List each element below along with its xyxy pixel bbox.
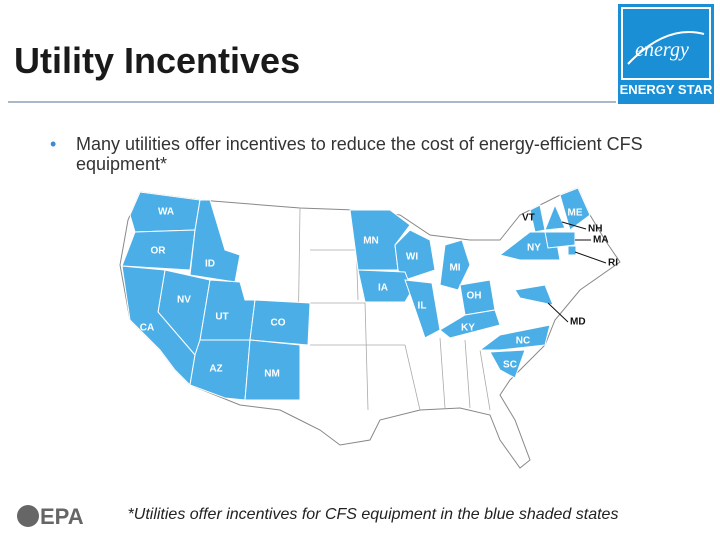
footnote: *Utilities offer incentives for CFS equi… bbox=[127, 506, 619, 523]
shaded-state bbox=[567, 245, 577, 256]
shaded-state bbox=[357, 269, 413, 303]
logo-script: energy bbox=[635, 39, 689, 61]
shaded-state bbox=[439, 309, 501, 339]
state-label: ID bbox=[205, 259, 215, 270]
title-rule bbox=[8, 101, 616, 103]
epa-text: EPA bbox=[40, 504, 84, 529]
state-label: KY bbox=[461, 323, 475, 334]
state-label: ME bbox=[568, 208, 583, 219]
state-label: NM bbox=[264, 369, 280, 380]
shaded-state bbox=[249, 299, 311, 346]
shaded-state bbox=[544, 231, 576, 249]
state-label: MI bbox=[449, 263, 460, 274]
shaded-state bbox=[514, 284, 554, 306]
shaded-state bbox=[498, 231, 561, 261]
state-label: SC bbox=[503, 360, 517, 371]
state-label: UT bbox=[215, 312, 228, 323]
state-label: MD bbox=[570, 317, 586, 328]
shaded-state bbox=[121, 229, 196, 271]
state-label: NY bbox=[527, 243, 541, 254]
shaded-state bbox=[559, 187, 591, 231]
state-label: CA bbox=[140, 323, 154, 334]
leader-line bbox=[574, 251, 607, 264]
slide-title: Utility Incentives bbox=[14, 40, 301, 81]
state-label: AZ bbox=[209, 364, 222, 375]
state-label: MA bbox=[593, 235, 609, 246]
state-label: NV bbox=[177, 295, 191, 306]
state-label: OR bbox=[151, 246, 167, 257]
state-label: NC bbox=[516, 336, 530, 347]
shaded-state bbox=[478, 324, 551, 351]
state-label: WI bbox=[406, 252, 418, 263]
shaded-state bbox=[244, 339, 301, 401]
state-label: OH bbox=[467, 291, 482, 302]
shaded-state bbox=[439, 239, 471, 291]
state-label: RI bbox=[608, 258, 618, 269]
state-label: IA bbox=[378, 283, 388, 294]
bullet-text: Many utilities offer incentives to reduc… bbox=[76, 134, 643, 174]
state-label: MN bbox=[363, 236, 379, 247]
state-label: WA bbox=[158, 207, 174, 218]
state-label: NH bbox=[588, 224, 602, 235]
shaded-state bbox=[404, 279, 441, 339]
shaded-state bbox=[544, 203, 566, 231]
shaded-state bbox=[394, 229, 436, 281]
logo-name: ENERGY STAR bbox=[620, 82, 713, 97]
shaded-state bbox=[489, 349, 526, 379]
bullet: • Many utilities offer incentives to redu… bbox=[50, 134, 643, 174]
leader-line bbox=[547, 302, 569, 323]
shaded-state bbox=[189, 199, 241, 283]
energy-star-logo: energy ENERGY STAR bbox=[618, 4, 714, 104]
leader-line bbox=[561, 221, 587, 230]
state-label: CO bbox=[271, 318, 286, 329]
epa-logo: EPA bbox=[17, 504, 84, 529]
state-label: VT bbox=[522, 213, 535, 224]
state-label: IL bbox=[418, 301, 427, 312]
